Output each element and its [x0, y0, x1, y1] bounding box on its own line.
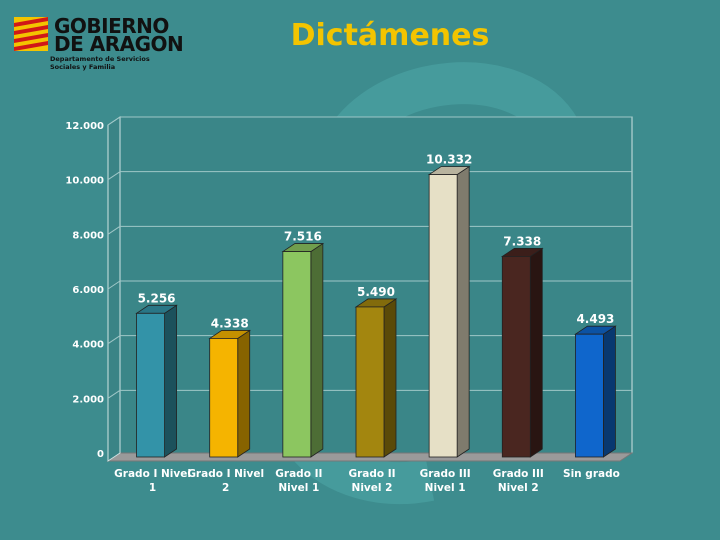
- bar-side: [237, 329, 251, 458]
- y-tick-label: 10.000: [65, 176, 104, 187]
- gridline-side: [107, 225, 121, 235]
- bar-side: [529, 247, 543, 458]
- bar: [136, 312, 165, 458]
- x-tick-label: Grado III: [420, 468, 471, 480]
- x-tick-label: Grado II: [348, 468, 395, 480]
- data-label: 10.332: [426, 153, 472, 167]
- data-label: 5.490: [357, 285, 395, 299]
- gridline-side: [107, 389, 121, 399]
- y-tick-label: 0: [97, 449, 104, 460]
- y-tick-label: 4.000: [72, 340, 104, 351]
- x-tick-label-line2: Nivel 2: [498, 482, 539, 494]
- data-label: 4.493: [576, 312, 614, 326]
- data-label: 7.516: [284, 230, 322, 244]
- logo-subtitle-line1: Departamento de Servicios: [50, 55, 150, 63]
- y-tick-label: 8.000: [72, 230, 104, 241]
- bar: [282, 251, 312, 458]
- aragon-flag-icon: [14, 17, 48, 51]
- bar: [355, 306, 385, 458]
- gridline-side: [107, 116, 121, 126]
- logo-text-line1: GOBIERNO: [54, 14, 169, 38]
- bar: [575, 333, 604, 458]
- y-tick-label: 2.000: [72, 394, 104, 405]
- bar-side: [456, 165, 470, 458]
- bar-side: [164, 304, 177, 458]
- x-tick-label-line2: Nivel 2: [352, 482, 393, 494]
- data-label: 7.338: [503, 234, 541, 248]
- logo-subtitle-line2: Sociales y Familia: [50, 63, 116, 71]
- gridline-side: [107, 171, 121, 181]
- x-tick-label-line2: 2: [222, 482, 229, 494]
- x-tick-label: Sin grado: [563, 468, 620, 480]
- gridline-side: [107, 280, 121, 290]
- y-tick-label: 6.000: [72, 285, 104, 296]
- x-tick-label-line2: 1: [149, 482, 156, 494]
- bar: [428, 174, 458, 458]
- logo-text-line2: DE ARAGON: [54, 32, 184, 56]
- x-tick-label-line2: Nivel 1: [278, 482, 319, 494]
- bar-side: [310, 242, 324, 458]
- bar: [209, 338, 239, 458]
- gobierno-aragon-logo: GOBIERNO DE ARAGON Departamento de Servi…: [14, 14, 184, 84]
- page-title: Dictámenes: [290, 18, 490, 53]
- x-tick-label: Grado II: [275, 468, 322, 480]
- bar: [501, 256, 531, 458]
- y-tick-label: 12.000: [65, 121, 104, 132]
- x-tick-label: Grado III: [493, 468, 544, 480]
- x-tick-label-line2: Nivel 1: [425, 482, 466, 494]
- data-label: 5.256: [138, 291, 176, 305]
- bar-side: [603, 325, 616, 458]
- x-tick-label: Grado I Nivel: [114, 468, 191, 480]
- data-label: 4.338: [211, 316, 249, 330]
- bar-side: [383, 298, 397, 458]
- plot-side-wall: [107, 116, 121, 462]
- gridline-side: [107, 335, 121, 345]
- x-tick-label: Grado I Nivel: [187, 468, 264, 480]
